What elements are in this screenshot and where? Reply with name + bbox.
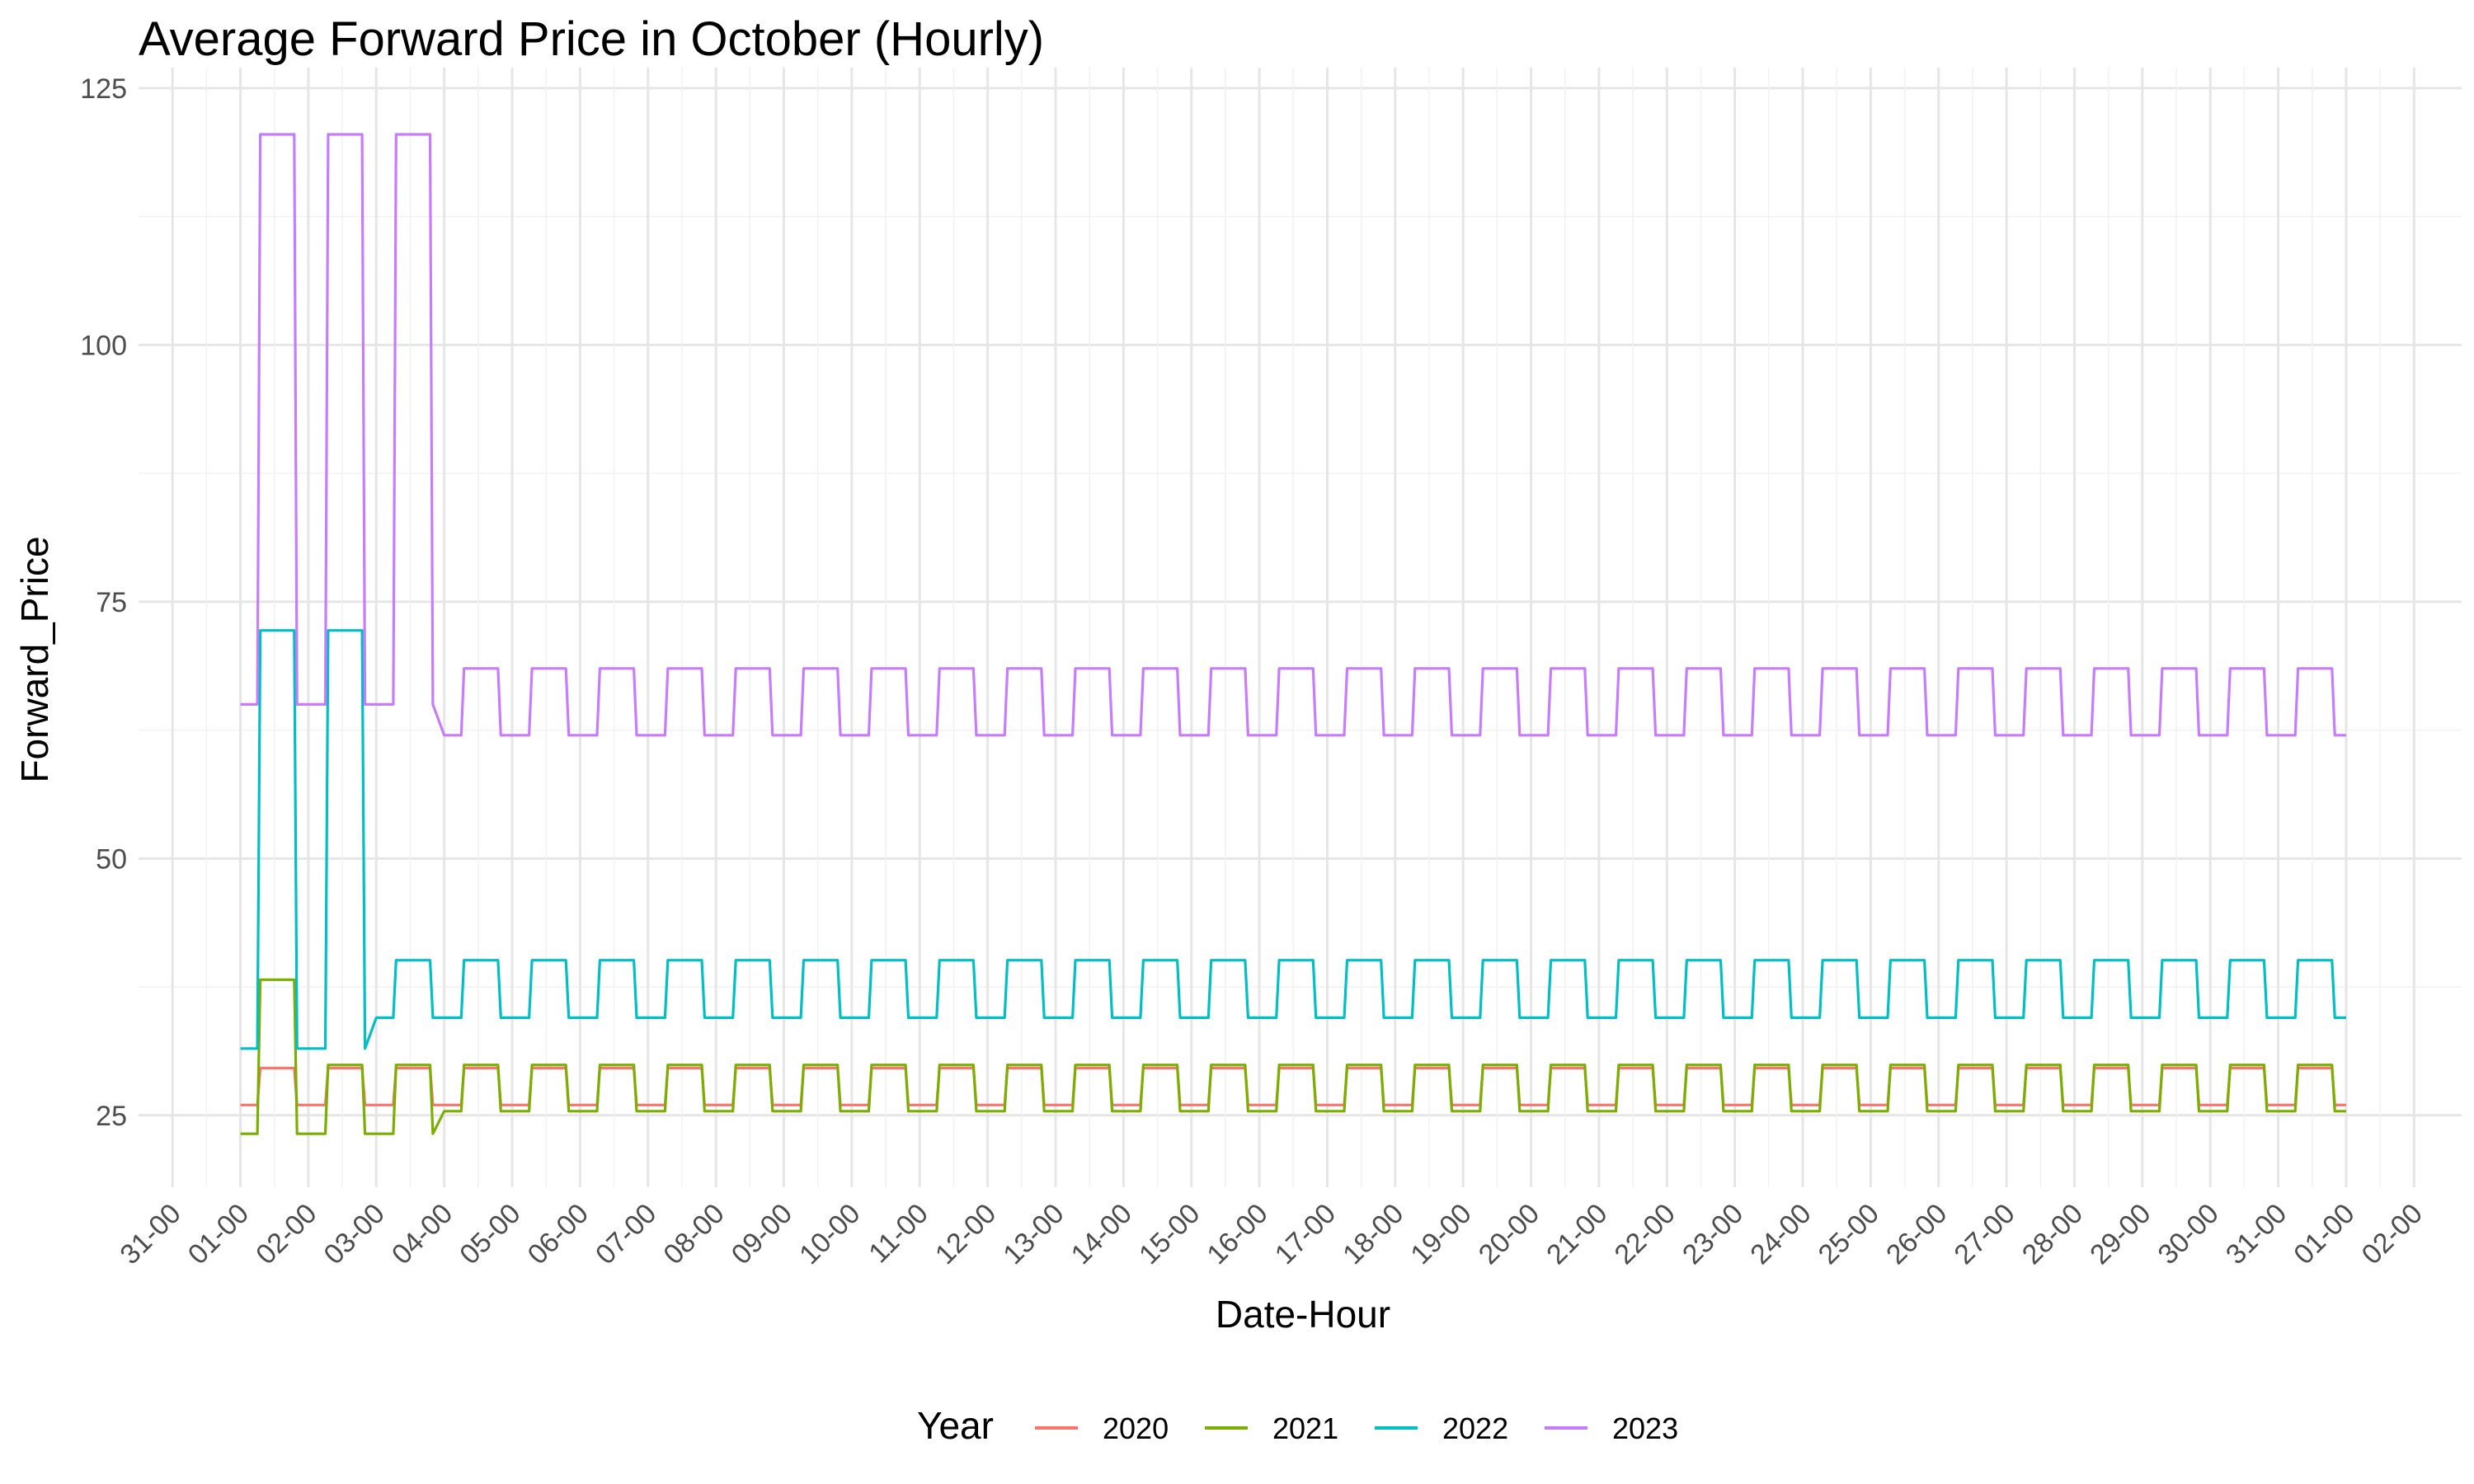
x-tick-label: 02-00 <box>2356 1198 2429 1270</box>
y-tick-label: 125 <box>80 73 127 105</box>
series-line-2022 <box>240 629 2346 1050</box>
x-tick-label: 02-00 <box>250 1198 322 1270</box>
y-tick-label: 50 <box>96 843 127 875</box>
x-tick-label: 03-00 <box>318 1198 391 1270</box>
series-line-2023 <box>240 133 2346 737</box>
y-axis-title: Forward_Price <box>13 536 56 782</box>
x-tick-label: 11-00 <box>863 1198 934 1270</box>
x-tick-label: 09-00 <box>726 1198 798 1270</box>
grid-lines <box>139 68 2462 1187</box>
x-tick-label: 21-00 <box>1540 1198 1613 1270</box>
y-axis-ticks: 25 50 75 100 125 <box>80 73 127 1132</box>
x-tick-label: 05-00 <box>454 1198 526 1270</box>
x-tick-label: 24-00 <box>1744 1198 1817 1270</box>
legend: Year 2020 2021 2022 2023 <box>917 1404 1678 1447</box>
x-tick-label: 23-00 <box>1677 1198 1749 1270</box>
x-tick-label: 06-00 <box>522 1198 595 1270</box>
x-tick-label: 04-00 <box>386 1198 459 1270</box>
x-tick-label: 31-00 <box>2220 1198 2293 1270</box>
x-tick-label: 31-00 <box>114 1198 186 1270</box>
x-tick-label: 07-00 <box>590 1198 662 1270</box>
x-axis-ticks: 31-0001-0002-0003-0004-0005-0006-0007-00… <box>114 1198 2429 1270</box>
chart-title: Average Forward Price in October (Hourly… <box>139 12 1045 66</box>
y-tick-label: 25 <box>96 1101 127 1132</box>
x-tick-label: 13-00 <box>997 1198 1070 1270</box>
y-tick-label: 75 <box>96 587 127 618</box>
x-tick-label: 12-00 <box>929 1198 1002 1270</box>
y-tick-label: 100 <box>80 330 127 361</box>
x-tick-label: 08-00 <box>657 1198 730 1270</box>
x-tick-label: 15-00 <box>1133 1198 1206 1270</box>
series-lines <box>240 133 2346 1135</box>
x-tick-label: 25-00 <box>1813 1198 1885 1270</box>
x-tick-label: 14-00 <box>1065 1198 1138 1270</box>
x-tick-label: 19-00 <box>1404 1198 1477 1270</box>
legend-label-2020: 2020 <box>1103 1411 1169 1445</box>
x-tick-label: 01-00 <box>182 1198 255 1270</box>
x-tick-label: 26-00 <box>1880 1198 1953 1270</box>
x-tick-label: 01-00 <box>2288 1198 2360 1270</box>
x-axis-title: Date-Hour <box>1216 1293 1390 1336</box>
x-tick-label: 17-00 <box>1269 1198 1342 1270</box>
x-tick-label: 28-00 <box>2016 1198 2089 1270</box>
legend-title: Year <box>917 1404 994 1447</box>
series-line-2021 <box>240 978 2346 1135</box>
x-tick-label: 27-00 <box>1948 1198 2020 1270</box>
x-tick-label: 20-00 <box>1473 1198 1545 1270</box>
x-tick-label: 16-00 <box>1201 1198 1273 1270</box>
x-tick-label: 29-00 <box>2084 1198 2157 1270</box>
x-tick-label: 10-00 <box>793 1198 866 1270</box>
x-tick-label: 30-00 <box>2152 1198 2225 1270</box>
x-tick-label: 18-00 <box>1337 1198 1409 1270</box>
legend-label-2021: 2021 <box>1272 1411 1338 1445</box>
series-line-2020 <box>240 1066 2346 1106</box>
x-tick-label: 22-00 <box>1609 1198 1681 1270</box>
legend-label-2023: 2023 <box>1612 1411 1678 1445</box>
legend-label-2022: 2022 <box>1442 1411 1508 1445</box>
